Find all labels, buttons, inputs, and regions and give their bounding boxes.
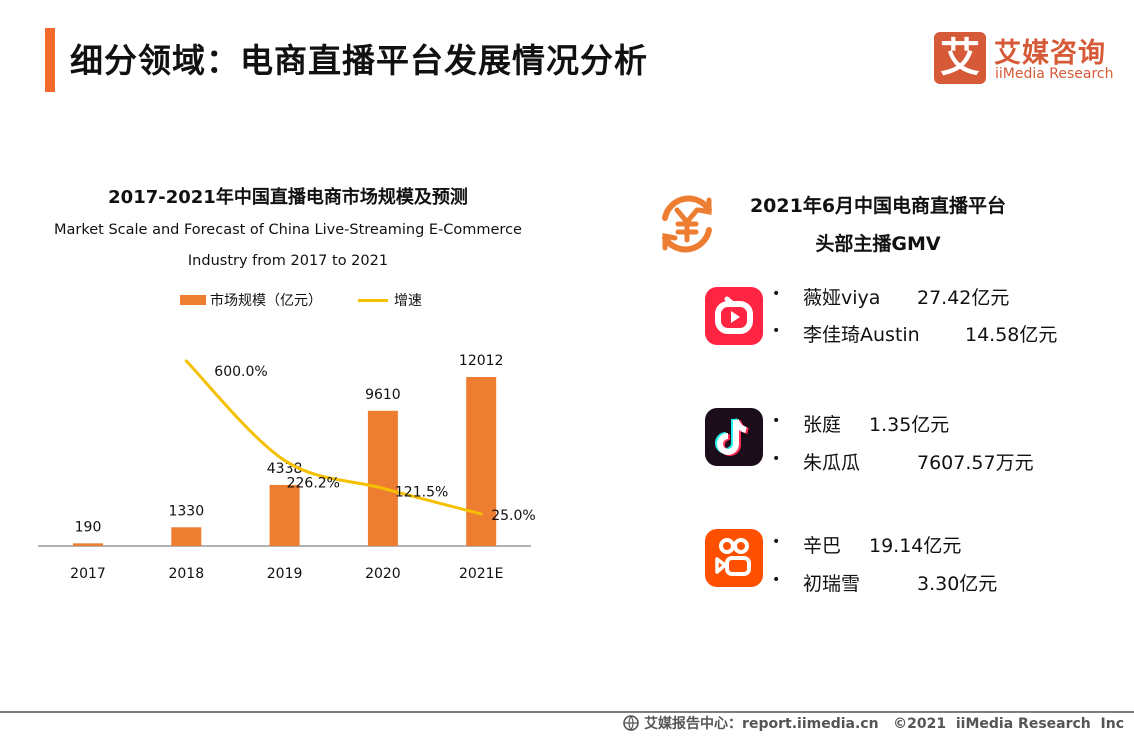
bar bbox=[367, 410, 398, 546]
anchor-gmv: 3.30亿元 bbox=[917, 573, 998, 595]
legend-label-market-scale: 市场规模（亿元） bbox=[210, 293, 322, 309]
legend-bar-swatch bbox=[180, 295, 206, 305]
anchor-gmv: 19.14亿元 bbox=[869, 535, 962, 557]
anchor-name: 李佳琦Austin bbox=[803, 324, 920, 346]
footer: 艾媒报告中心：report.iimedia.cn ©2021 iiMedia R… bbox=[622, 713, 1124, 733]
logo-text-en: iiMedia Research bbox=[995, 66, 1114, 82]
page-title: 细分领域：电商直播平台发展情况分析 bbox=[70, 41, 648, 80]
anchor-gmv: 27.42亿元 bbox=[917, 287, 1010, 309]
line-data-label: 121.5% bbox=[395, 484, 448, 500]
anchor-gmv: 14.58亿元 bbox=[965, 324, 1058, 346]
title-accent-bar bbox=[45, 28, 55, 92]
iimedia-logo-icon: 艾 bbox=[934, 32, 986, 84]
x-tick-label: 2018 bbox=[168, 566, 204, 582]
line-data-label: 25.0% bbox=[491, 508, 535, 524]
x-tick-label: 2021E bbox=[459, 566, 503, 582]
chart-subtitle-line-1: Market Scale and Forecast of China Live-… bbox=[54, 222, 522, 238]
chart-title: 2017-2021年中国直播电商市场规模及预测 bbox=[108, 187, 468, 208]
logo-text-cn: 艾媒咨询 bbox=[994, 38, 1106, 69]
bar bbox=[466, 377, 497, 546]
bar bbox=[269, 484, 300, 546]
globe-icon bbox=[623, 715, 639, 731]
line-data-label: 600.0% bbox=[214, 364, 267, 380]
anchor-name: 辛巴 bbox=[803, 535, 842, 557]
bar bbox=[171, 527, 202, 546]
chart-legend: 市场规模（亿元） 增速 bbox=[180, 290, 422, 310]
anchor-gmv: 7607.57万元 bbox=[917, 452, 1034, 474]
x-tick-label: 2019 bbox=[267, 566, 303, 582]
gmv-title-line-2: 头部主播GMV bbox=[815, 233, 941, 255]
line-data-label: 226.2% bbox=[287, 475, 340, 491]
bar-line-chart: 1902017133020184338201996102020120122021… bbox=[38, 353, 536, 582]
chart-subtitle-line-2: Industry from 2017 to 2021 bbox=[187, 253, 389, 269]
kuaishou-icon bbox=[705, 529, 763, 587]
anchor-name: 朱瓜瓜 bbox=[803, 452, 861, 474]
anchor-gmv: 1.35亿元 bbox=[869, 414, 950, 436]
bar-data-label: 190 bbox=[75, 519, 102, 535]
legend-label-growth: 增速 bbox=[394, 293, 422, 309]
footer-divider bbox=[0, 711, 1134, 713]
bar-data-label: 12012 bbox=[459, 353, 504, 369]
yen-exchange-icon bbox=[662, 195, 712, 253]
legend-line-swatch bbox=[358, 298, 388, 302]
bar bbox=[73, 543, 103, 546]
x-tick-label: 2020 bbox=[365, 566, 401, 582]
bar-data-label: 9610 bbox=[365, 387, 401, 403]
footer-text[interactable]: 艾媒报告中心：report.iimedia.cn ©2021 iiMedia R… bbox=[644, 716, 1124, 732]
taobao-live-icon bbox=[705, 287, 763, 345]
anchor-name: 初瑞雪 bbox=[803, 573, 861, 595]
anchor-name: 张庭 bbox=[803, 414, 842, 436]
gmv-title-line-1: 2021年6月中国电商直播平台 bbox=[749, 195, 1007, 217]
growth-line bbox=[184, 359, 483, 516]
anchor-name: 薇娅viya bbox=[803, 287, 881, 309]
douyin-icon bbox=[705, 408, 763, 466]
x-tick-label: 2017 bbox=[70, 566, 106, 582]
bar-data-label: 1330 bbox=[168, 503, 204, 519]
